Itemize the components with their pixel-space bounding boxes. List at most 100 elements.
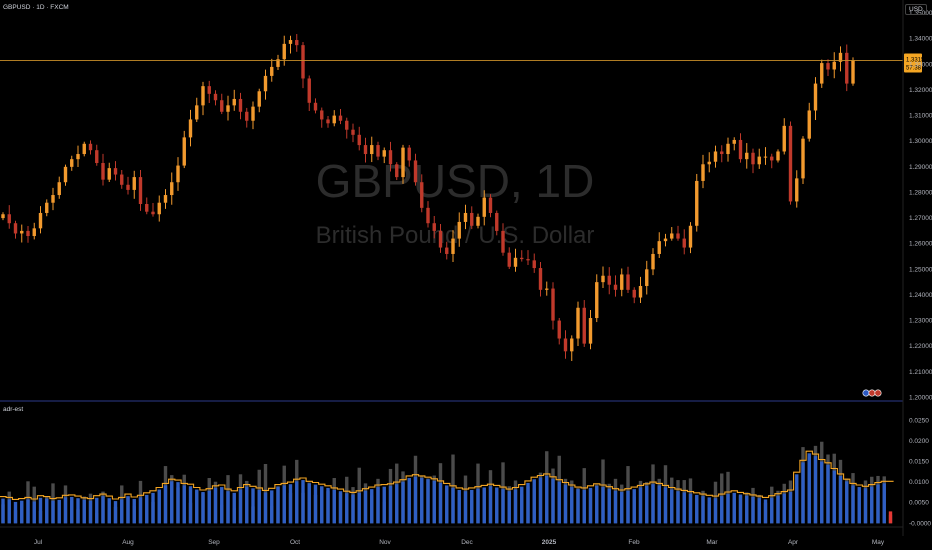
time-tick-label: Mar bbox=[706, 539, 718, 546]
adr-blue-bar bbox=[70, 496, 74, 524]
candle bbox=[13, 223, 18, 234]
adr-blue-bar bbox=[701, 496, 705, 524]
adr-blue-bar bbox=[263, 492, 268, 524]
candle bbox=[320, 110, 324, 120]
adr-blue-bar bbox=[613, 490, 618, 524]
indicator-tick-label: 0.0250 bbox=[909, 417, 929, 424]
adr-blue-bar bbox=[563, 484, 568, 524]
adr-blue-bar bbox=[745, 495, 749, 524]
adr-blue-bar bbox=[520, 486, 524, 524]
candle bbox=[301, 45, 305, 79]
candle bbox=[388, 150, 393, 165]
candle bbox=[595, 282, 599, 319]
adr-blue-bar bbox=[38, 497, 43, 524]
adr-blue-bar bbox=[676, 491, 680, 524]
adr-blue-bar bbox=[738, 494, 743, 524]
candle bbox=[257, 91, 261, 107]
event-flag-icon[interactable] bbox=[868, 389, 876, 397]
candle bbox=[695, 180, 699, 226]
candle bbox=[226, 105, 230, 112]
candle bbox=[95, 150, 99, 164]
adr-blue-bar bbox=[151, 492, 155, 524]
adr-blue-bar bbox=[807, 453, 811, 524]
price-tick-label: 1.24000 bbox=[909, 292, 932, 299]
adr-blue-bar bbox=[457, 489, 461, 524]
candle bbox=[32, 228, 36, 237]
candle bbox=[782, 125, 786, 152]
candle bbox=[195, 105, 199, 120]
candle bbox=[426, 207, 430, 224]
adr-step-line bbox=[0, 450, 894, 500]
price-tick-label: 1.31000 bbox=[909, 113, 932, 120]
adr-blue-bar bbox=[663, 487, 668, 524]
adr-blue-bar bbox=[195, 489, 199, 524]
adr-blue-bar bbox=[307, 483, 311, 524]
adr-blue-bar bbox=[395, 484, 399, 524]
adr-blue-bar bbox=[588, 487, 593, 524]
adr-blue-bar bbox=[132, 499, 136, 524]
candle bbox=[45, 202, 49, 213]
adr-blue-bar bbox=[420, 478, 424, 524]
adr-blue-bar bbox=[320, 486, 324, 524]
adr-blue-bar bbox=[438, 482, 443, 524]
candle bbox=[201, 86, 205, 106]
candle bbox=[676, 233, 680, 239]
candle bbox=[345, 120, 349, 130]
adr-blue-bar bbox=[451, 487, 455, 524]
adr-blue-bar bbox=[607, 488, 611, 524]
adr-blue-bar bbox=[526, 482, 530, 524]
time-tick-label: Feb bbox=[628, 539, 640, 546]
price-tick-label: 1.23000 bbox=[909, 318, 932, 325]
adr-blue-bar bbox=[245, 486, 249, 524]
time-tick-label: Jul bbox=[34, 539, 43, 546]
adr-blue-bar bbox=[388, 485, 393, 524]
candle bbox=[813, 83, 818, 111]
adr-blue-bar bbox=[638, 487, 643, 524]
candle bbox=[38, 212, 43, 229]
candle bbox=[720, 151, 724, 155]
adr-blue-bar bbox=[1, 498, 5, 524]
price-tick-label: 1.21000 bbox=[909, 369, 932, 376]
candle bbox=[838, 52, 843, 62]
candle bbox=[351, 129, 355, 135]
adr-blue-bar bbox=[732, 492, 736, 524]
adr-blue-bar bbox=[463, 491, 468, 524]
adr-blue-bar bbox=[295, 481, 299, 524]
candle bbox=[157, 202, 161, 215]
adr-blue-bar bbox=[226, 491, 230, 524]
adr-blue-bar bbox=[407, 478, 411, 524]
candle bbox=[101, 163, 105, 180]
candle bbox=[845, 52, 849, 84]
adr-blue-bar bbox=[88, 500, 93, 524]
indicator-title: adr-est bbox=[3, 406, 24, 413]
indicator-tick-label: 0.0150 bbox=[909, 459, 929, 466]
adr-blue-bar bbox=[713, 498, 718, 524]
candle bbox=[26, 230, 30, 237]
event-flag-icon[interactable] bbox=[874, 389, 882, 397]
candle bbox=[88, 143, 93, 151]
candle bbox=[795, 178, 799, 202]
event-flag-icon[interactable] bbox=[862, 389, 870, 397]
adr-blue-bar bbox=[126, 496, 130, 524]
adr-blue-bar bbox=[695, 494, 699, 524]
candle bbox=[295, 40, 299, 46]
adr-blue-bar bbox=[176, 482, 180, 524]
adr-blue-bar bbox=[488, 486, 493, 524]
countdown-value: 57:38 bbox=[906, 65, 922, 71]
time-tick-label: 2025 bbox=[542, 539, 557, 546]
candle bbox=[745, 152, 749, 160]
candle bbox=[363, 145, 368, 155]
currency-badge[interactable]: USD bbox=[905, 4, 927, 15]
candle bbox=[638, 285, 643, 298]
candle bbox=[263, 75, 268, 92]
adr-blue-bar bbox=[863, 488, 868, 524]
candle bbox=[151, 211, 155, 215]
symbol-header: GBPUSD · 1D · FXCM bbox=[3, 4, 69, 11]
adr-blue-bar bbox=[870, 486, 874, 524]
candle bbox=[670, 233, 674, 239]
adr-blue-bar bbox=[582, 489, 586, 524]
candle bbox=[726, 143, 730, 155]
adr-blue-bar bbox=[545, 475, 549, 524]
candle bbox=[132, 177, 136, 190]
